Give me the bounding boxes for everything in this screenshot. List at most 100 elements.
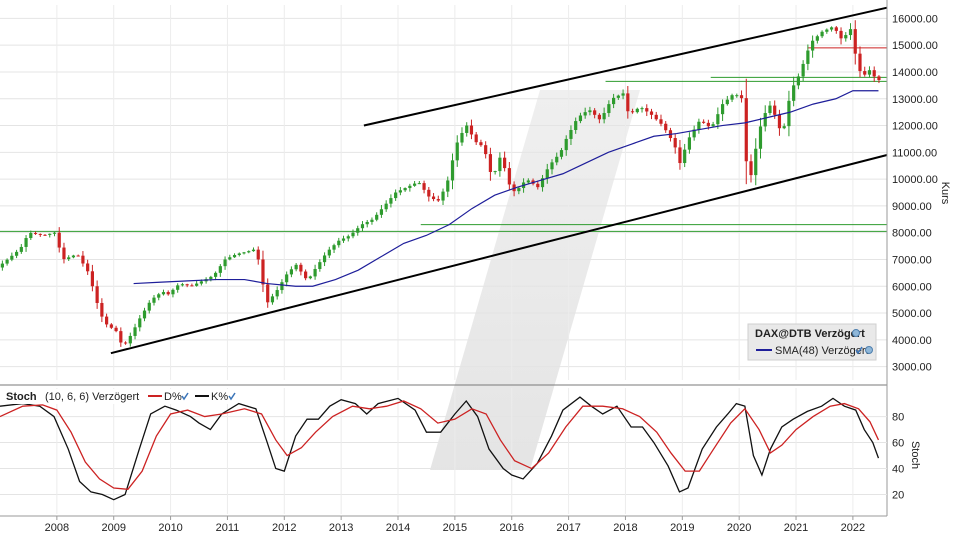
candle-up [498,157,502,172]
candle-up [716,114,720,125]
candle-down [858,53,862,72]
candle-up [758,126,763,149]
stoch-title: Stoch [6,391,37,403]
price-y-tick-label: 15000.00 [892,40,938,52]
candle-up [460,132,464,143]
candle-up [754,148,758,176]
candle-down [597,114,601,120]
candle-up [356,228,360,233]
price-panel: 3000.00 4000.00 5000.00 6000.00 7000.00 8000.… [0,5,951,380]
candle-down [109,324,113,328]
candle-up [545,169,549,179]
candle-up [763,113,767,127]
x-tick-label: 2010 [158,522,182,534]
candle-down [536,183,540,188]
price-y-tick-label: 16000.00 [892,13,938,25]
price-y-tick-label: 11000.00 [892,147,937,159]
candle-up [408,185,412,189]
candle-down [33,233,38,235]
candle-down [299,264,303,272]
candle-up [275,290,279,297]
candle-up [787,100,791,127]
price-y-tick-label: 3000.00 [892,362,932,374]
candle-up [223,259,227,267]
candle-down [630,111,635,113]
candle-down [100,302,104,317]
candle-down [488,154,493,172]
candle-down [479,142,483,146]
candle-up [346,236,350,239]
stoch-y-axis: 20 40 60 80 [892,412,904,502]
stoch-line-k [0,396,880,501]
stoch-k-check-icon[interactable] [228,392,236,401]
candle-up [365,221,369,225]
candle-down [422,183,426,190]
x-tick-label: 2021 [784,522,808,534]
candle-down [62,247,66,260]
stoch-d-check-icon[interactable] [181,392,189,401]
candle-down [839,30,843,39]
candle-down [877,76,881,80]
stoch-y-tick-label: 80 [892,412,904,424]
candle-up [285,274,289,283]
price-y-tick-label: 12000.00 [892,121,938,133]
candle-down [706,122,710,127]
candle-up [564,138,568,151]
candle-up [24,238,28,247]
candle-up [612,97,616,105]
x-tick-label: 2012 [272,522,296,534]
candle-up [157,294,161,298]
candle-up [67,257,71,260]
candle-up [720,104,725,115]
stoch-legend-d-label: D% [164,391,182,403]
candle-up [687,137,692,150]
candle-up [550,162,554,170]
x-tick-label: 2022 [841,522,865,534]
candle-down [593,110,597,115]
price-y-tick-label: 6000.00 [892,281,932,293]
candle-up [199,281,203,284]
candle-up [697,121,701,130]
candle-up [313,268,317,277]
candle-up [152,297,156,303]
stoch-panel: 20 40 60 80 Stoch Stoch (10, 6, 6) Verzöger… [0,388,921,514]
candle-up [161,292,166,295]
candle-up [735,95,739,97]
x-tick-label: 2014 [386,522,410,534]
trend-line-lower [110,154,888,355]
x-tick-label: 2019 [670,522,694,534]
candle-up [48,233,52,235]
candle-down [744,98,748,162]
candle-up [711,124,715,127]
candle-up [815,36,819,41]
candle-down [853,29,857,54]
stoch-legend: Stoch (10, 6, 6) Verzögert D% K% [2,389,237,404]
candle-up [559,150,564,157]
candle-down [185,284,189,286]
stoch-y-tick-label: 60 [892,438,904,450]
candle-down [659,119,663,124]
legend-dax-settings-icon[interactable] [852,329,860,337]
legend-sma-settings-icon[interactable] [865,346,873,354]
candle-up [138,318,142,328]
x-tick-label: 2018 [613,522,637,534]
x-tick-label: 2017 [556,522,580,534]
candle-down [119,331,123,343]
candle-up [692,129,696,138]
candle-down [649,111,654,115]
candle-up [242,252,246,254]
price-y-tick-label: 7000.00 [892,254,932,266]
candle-up [607,104,611,114]
candle-up [768,105,772,114]
candle-up [820,31,824,37]
candle-up [370,219,374,222]
candle-down [81,255,85,264]
candle-up [341,238,346,241]
x-tick-label: 2015 [443,522,467,534]
candle-up [574,121,578,130]
candle-down [431,196,436,200]
legend-sma-check-icon[interactable] [855,346,863,355]
candle-up [792,85,796,101]
x-axis: 2008 2009 2010 2011 2012 2013 2014 2015 2016 2017… [45,516,865,534]
